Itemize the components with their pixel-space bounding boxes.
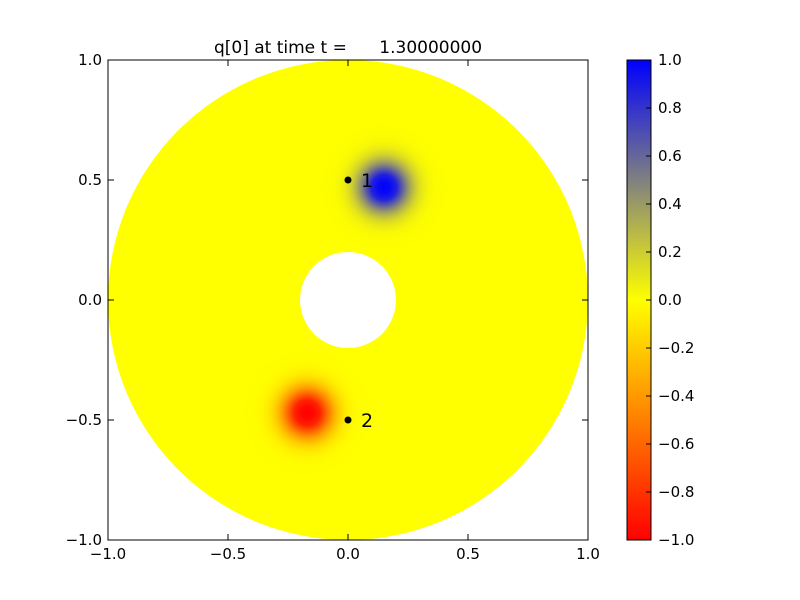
y-tick-label: −0.5 xyxy=(66,411,102,429)
y-tick-label: 0.0 xyxy=(78,291,102,309)
x-axis: −1.0 −0.5 0.0 0.5 1.0 xyxy=(90,60,600,563)
x-tick-label: 1.0 xyxy=(576,545,600,563)
colorbar-tick-label: 0.8 xyxy=(658,99,682,117)
x-tick-label: 0.5 xyxy=(456,545,480,563)
colorbar-tick-label: 0.2 xyxy=(658,243,682,261)
colorbar-tick-label: 0.6 xyxy=(658,147,682,165)
inner-hole xyxy=(300,252,396,348)
x-tick-label: −1.0 xyxy=(90,545,126,563)
plot-area: 12 xyxy=(107,59,589,541)
x-tick-label: −0.5 xyxy=(210,545,246,563)
marker-point-1 xyxy=(344,176,352,184)
marker-label-2: 2 xyxy=(361,410,373,432)
y-tick-label: 1.0 xyxy=(78,51,102,69)
colorbar-tick-label: −0.4 xyxy=(658,387,694,405)
field-blob-1 xyxy=(307,110,461,264)
y-tick-label: −1.0 xyxy=(66,531,102,549)
colorbar-tick-label: 0.0 xyxy=(658,291,682,309)
y-axis: −1.0 −0.5 0.0 0.5 1.0 xyxy=(66,51,588,549)
colorbar: 1.0 0.8 0.6 0.4 0.2 0.0 −0.2 −0.4 −0.6 −0.8 −1.0 xyxy=(626,51,694,549)
colorbar-tick-label: −0.6 xyxy=(658,435,694,453)
y-tick-label: 0.5 xyxy=(78,171,102,189)
field-blob-2 xyxy=(230,336,384,490)
marker-label-1: 1 xyxy=(361,170,373,192)
marker-point-2 xyxy=(344,416,352,424)
colorbar-tick-label: −0.8 xyxy=(658,483,694,501)
colorbar-tick-label: −0.2 xyxy=(658,339,694,357)
colorbar-tick-label: 1.0 xyxy=(658,51,682,69)
x-tick-label: 0.0 xyxy=(336,545,360,563)
colorbar-tick-label: 0.4 xyxy=(658,195,682,213)
colorbar-tick-label: −1.0 xyxy=(658,531,694,549)
chart-title: q[0] at time t = 1.30000000 xyxy=(214,38,482,58)
